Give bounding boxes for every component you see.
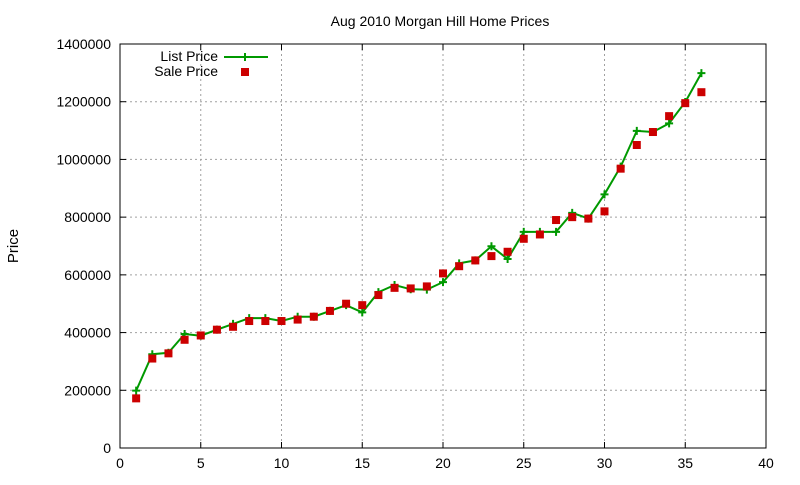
data-point-sale-price xyxy=(422,282,431,291)
data-point-sale-price xyxy=(293,315,302,324)
data-point-list-price xyxy=(600,190,609,199)
data-point-sale-price xyxy=(180,335,189,344)
data-point-sale-price xyxy=(342,299,351,308)
data-point-sale-price xyxy=(261,317,270,326)
legend-marker-list-price xyxy=(241,53,249,61)
data-point-sale-price xyxy=(471,256,480,265)
x-tick-label: 5 xyxy=(197,455,205,471)
data-point-sale-price xyxy=(552,216,561,225)
legend-marker-sale-price xyxy=(241,68,249,76)
legend: List Price Sale Price xyxy=(154,48,268,79)
data-point-list-price xyxy=(519,227,528,236)
x-tick-label: 0 xyxy=(116,455,124,471)
series-layer xyxy=(132,69,706,403)
data-point-sale-price xyxy=(487,252,496,261)
data-point-list-price xyxy=(665,119,674,128)
y-tick-label: 1200000 xyxy=(56,94,111,110)
x-tick-label: 35 xyxy=(677,455,693,471)
data-point-sale-price xyxy=(325,306,334,315)
y-axis-label: Price xyxy=(5,229,22,263)
data-point-sale-price xyxy=(519,234,528,243)
x-tick-label: 15 xyxy=(354,455,370,471)
data-point-list-price xyxy=(132,386,141,395)
data-point-sale-price xyxy=(697,88,706,97)
data-point-sale-price xyxy=(196,331,205,340)
data-point-list-price xyxy=(439,278,447,287)
data-point-sale-price xyxy=(584,214,593,223)
y-tick-label: 1000000 xyxy=(56,151,111,167)
data-point-sale-price xyxy=(229,322,238,331)
y-tick-label: 800000 xyxy=(64,209,111,225)
data-point-sale-price xyxy=(309,312,318,321)
data-point-sale-price xyxy=(277,317,286,326)
axis-ticks: 0 5 10 15 20 25 30 35 40 0 200000 400000 600000 80000… xyxy=(56,36,774,471)
data-point-sale-price xyxy=(374,291,383,300)
data-point-sale-price xyxy=(616,164,625,173)
data-point-list-price xyxy=(552,227,561,236)
x-tick-label: 20 xyxy=(435,455,451,471)
y-tick-label: 200000 xyxy=(64,382,111,398)
data-point-sale-price xyxy=(212,325,221,334)
x-tick-label: 40 xyxy=(758,455,774,471)
data-point-sale-price xyxy=(164,349,173,358)
data-point-list-price xyxy=(697,69,706,78)
legend-label-list-price: List Price xyxy=(160,48,218,64)
data-point-list-price xyxy=(358,308,367,317)
data-point-sale-price xyxy=(406,284,415,293)
y-tick-label: 400000 xyxy=(64,325,111,341)
data-point-sale-price xyxy=(632,141,641,149)
data-point-sale-price xyxy=(535,230,544,239)
data-point-sale-price xyxy=(455,262,464,271)
data-point-sale-price xyxy=(132,394,141,403)
data-point-sale-price xyxy=(681,99,690,108)
x-tick-label: 10 xyxy=(274,455,290,471)
data-point-sale-price xyxy=(439,269,447,278)
y-tick-label: 0 xyxy=(103,440,111,456)
y-tick-label: 600000 xyxy=(64,267,111,283)
data-point-sale-price xyxy=(568,213,577,222)
data-point-sale-price xyxy=(148,354,157,363)
series-line-list-price xyxy=(135,72,703,392)
grid-lines xyxy=(120,44,766,448)
chart-title: Aug 2010 Morgan Hill Home Prices xyxy=(331,13,550,29)
legend-label-sale-price: Sale Price xyxy=(154,63,218,79)
data-point-list-price xyxy=(632,126,641,135)
y-tick-label: 1400000 xyxy=(56,36,111,52)
data-point-sale-price xyxy=(665,112,674,121)
data-point-sale-price xyxy=(503,247,512,256)
x-tick-label: 30 xyxy=(597,455,613,471)
data-point-sale-price xyxy=(390,283,399,292)
x-tick-label: 25 xyxy=(516,455,532,471)
data-point-sale-price xyxy=(600,207,609,216)
data-point-sale-price xyxy=(245,317,254,326)
data-point-sale-price xyxy=(358,301,367,310)
data-point-list-price xyxy=(487,242,496,251)
data-point-sale-price xyxy=(648,128,657,137)
data-point-list-price xyxy=(503,254,512,263)
